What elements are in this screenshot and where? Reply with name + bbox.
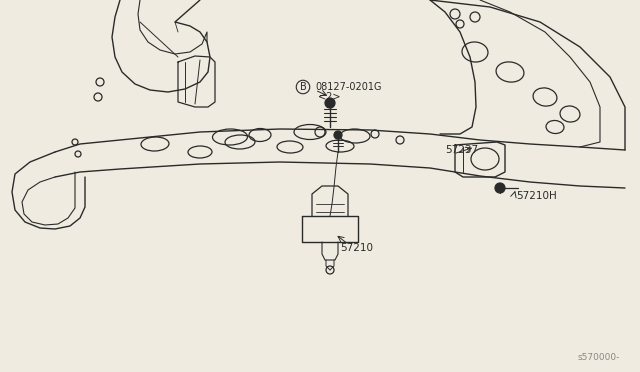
Text: 57237: 57237 [445, 145, 478, 155]
Text: 08127-0201G: 08127-0201G [315, 82, 381, 92]
Text: B: B [300, 82, 307, 92]
Text: 57210: 57210 [340, 243, 373, 253]
Text: <2>: <2> [318, 92, 340, 102]
Text: 57210H: 57210H [516, 191, 557, 201]
Text: s570000-: s570000- [578, 353, 620, 362]
Circle shape [495, 183, 505, 193]
Circle shape [325, 98, 335, 108]
Circle shape [334, 131, 342, 139]
